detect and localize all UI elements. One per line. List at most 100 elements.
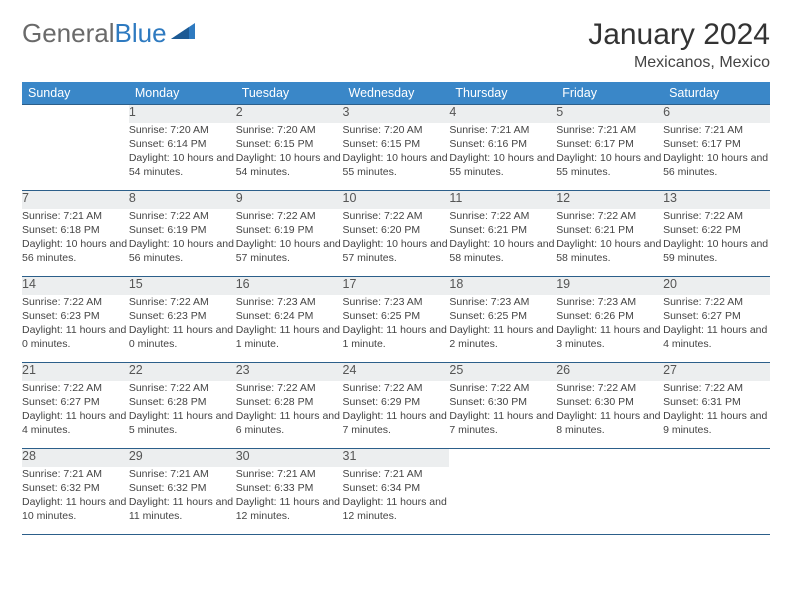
day-number-cell: 1 xyxy=(129,105,236,123)
day-content-cell: Sunrise: 7:21 AMSunset: 6:32 PMDaylight:… xyxy=(22,467,129,535)
sunset-text: Sunset: 6:15 PM xyxy=(343,137,450,151)
sunset-text: Sunset: 6:22 PM xyxy=(663,223,770,237)
sunrise-text: Sunrise: 7:22 AM xyxy=(663,295,770,309)
daylight-text: Daylight: 11 hours and 3 minutes. xyxy=(556,323,663,351)
day-number-cell: 14 xyxy=(22,277,129,295)
day-content-cell: Sunrise: 7:22 AMSunset: 6:23 PMDaylight:… xyxy=(129,295,236,363)
sunrise-text: Sunrise: 7:21 AM xyxy=(22,209,129,223)
day-number-cell: 19 xyxy=(556,277,663,295)
day-content-row: Sunrise: 7:22 AMSunset: 6:23 PMDaylight:… xyxy=(22,295,770,363)
weekday-header: Friday xyxy=(556,82,663,105)
sunrise-text: Sunrise: 7:22 AM xyxy=(663,209,770,223)
day-content-cell: Sunrise: 7:22 AMSunset: 6:28 PMDaylight:… xyxy=(129,381,236,449)
sunset-text: Sunset: 6:14 PM xyxy=(129,137,236,151)
sunset-text: Sunset: 6:25 PM xyxy=(343,309,450,323)
title-block: January 2024 Mexicanos, Mexico xyxy=(588,18,770,72)
day-content-cell xyxy=(663,467,770,535)
daylight-text: Daylight: 11 hours and 8 minutes. xyxy=(556,409,663,437)
daylight-text: Daylight: 10 hours and 57 minutes. xyxy=(343,237,450,265)
day-number-cell: 24 xyxy=(343,363,450,381)
day-number-cell: 28 xyxy=(22,449,129,467)
sunset-text: Sunset: 6:32 PM xyxy=(129,481,236,495)
day-number-cell: 9 xyxy=(236,191,343,209)
daylight-text: Daylight: 11 hours and 7 minutes. xyxy=(343,409,450,437)
day-number-cell: 5 xyxy=(556,105,663,123)
day-content-cell: Sunrise: 7:23 AMSunset: 6:26 PMDaylight:… xyxy=(556,295,663,363)
day-content-cell: Sunrise: 7:22 AMSunset: 6:30 PMDaylight:… xyxy=(449,381,556,449)
sunset-text: Sunset: 6:29 PM xyxy=(343,395,450,409)
daynum-row: 78910111213 xyxy=(22,191,770,209)
day-number-cell: 27 xyxy=(663,363,770,381)
day-content-row: Sunrise: 7:22 AMSunset: 6:27 PMDaylight:… xyxy=(22,381,770,449)
sunset-text: Sunset: 6:15 PM xyxy=(236,137,343,151)
day-content-cell: Sunrise: 7:22 AMSunset: 6:21 PMDaylight:… xyxy=(556,209,663,277)
day-content-cell: Sunrise: 7:22 AMSunset: 6:20 PMDaylight:… xyxy=(343,209,450,277)
day-content-cell: Sunrise: 7:23 AMSunset: 6:24 PMDaylight:… xyxy=(236,295,343,363)
sunset-text: Sunset: 6:23 PM xyxy=(22,309,129,323)
sunrise-text: Sunrise: 7:22 AM xyxy=(236,381,343,395)
daylight-text: Daylight: 11 hours and 9 minutes. xyxy=(663,409,770,437)
day-number-cell: 26 xyxy=(556,363,663,381)
day-content-cell: Sunrise: 7:21 AMSunset: 6:17 PMDaylight:… xyxy=(663,123,770,191)
sunrise-text: Sunrise: 7:22 AM xyxy=(556,381,663,395)
sunrise-text: Sunrise: 7:22 AM xyxy=(129,209,236,223)
day-number-cell: 22 xyxy=(129,363,236,381)
daylight-text: Daylight: 10 hours and 56 minutes. xyxy=(663,151,770,179)
day-content-cell: Sunrise: 7:22 AMSunset: 6:28 PMDaylight:… xyxy=(236,381,343,449)
day-content-cell: Sunrise: 7:22 AMSunset: 6:19 PMDaylight:… xyxy=(129,209,236,277)
daynum-row: 14151617181920 xyxy=(22,277,770,295)
sunset-text: Sunset: 6:25 PM xyxy=(449,309,556,323)
day-content-cell: Sunrise: 7:21 AMSunset: 6:32 PMDaylight:… xyxy=(129,467,236,535)
day-content-cell: Sunrise: 7:22 AMSunset: 6:22 PMDaylight:… xyxy=(663,209,770,277)
sunset-text: Sunset: 6:30 PM xyxy=(556,395,663,409)
sunrise-text: Sunrise: 7:21 AM xyxy=(556,123,663,137)
daylight-text: Daylight: 11 hours and 11 minutes. xyxy=(129,495,236,523)
day-content-cell xyxy=(22,123,129,191)
sunset-text: Sunset: 6:31 PM xyxy=(663,395,770,409)
day-content-cell: Sunrise: 7:21 AMSunset: 6:34 PMDaylight:… xyxy=(343,467,450,535)
daylight-text: Daylight: 11 hours and 2 minutes. xyxy=(449,323,556,351)
sunrise-text: Sunrise: 7:21 AM xyxy=(22,467,129,481)
sunrise-text: Sunrise: 7:23 AM xyxy=(236,295,343,309)
day-content-cell: Sunrise: 7:21 AMSunset: 6:33 PMDaylight:… xyxy=(236,467,343,535)
sunset-text: Sunset: 6:19 PM xyxy=(236,223,343,237)
sunrise-text: Sunrise: 7:21 AM xyxy=(236,467,343,481)
day-content-row: Sunrise: 7:21 AMSunset: 6:32 PMDaylight:… xyxy=(22,467,770,535)
logo-triangle-icon xyxy=(171,21,197,41)
daylight-text: Daylight: 11 hours and 12 minutes. xyxy=(236,495,343,523)
day-content-cell: Sunrise: 7:20 AMSunset: 6:15 PMDaylight:… xyxy=(343,123,450,191)
sunrise-text: Sunrise: 7:22 AM xyxy=(129,381,236,395)
sunset-text: Sunset: 6:17 PM xyxy=(663,137,770,151)
location-label: Mexicanos, Mexico xyxy=(588,54,770,72)
daylight-text: Daylight: 10 hours and 57 minutes. xyxy=(236,237,343,265)
day-number-cell: 7 xyxy=(22,191,129,209)
day-number-cell: 17 xyxy=(343,277,450,295)
daylight-text: Daylight: 10 hours and 58 minutes. xyxy=(556,237,663,265)
sunrise-text: Sunrise: 7:22 AM xyxy=(449,381,556,395)
sunrise-text: Sunrise: 7:22 AM xyxy=(556,209,663,223)
daylight-text: Daylight: 11 hours and 4 minutes. xyxy=(22,409,129,437)
day-number-cell: 23 xyxy=(236,363,343,381)
day-number-cell: 21 xyxy=(22,363,129,381)
sunset-text: Sunset: 6:32 PM xyxy=(22,481,129,495)
day-content-cell: Sunrise: 7:22 AMSunset: 6:23 PMDaylight:… xyxy=(22,295,129,363)
sunset-text: Sunset: 6:33 PM xyxy=(236,481,343,495)
day-content-cell: Sunrise: 7:22 AMSunset: 6:19 PMDaylight:… xyxy=(236,209,343,277)
day-number-cell xyxy=(22,105,129,123)
sunrise-text: Sunrise: 7:22 AM xyxy=(663,381,770,395)
day-content-cell: Sunrise: 7:22 AMSunset: 6:30 PMDaylight:… xyxy=(556,381,663,449)
day-content-cell: Sunrise: 7:23 AMSunset: 6:25 PMDaylight:… xyxy=(343,295,450,363)
day-content-cell xyxy=(556,467,663,535)
sunset-text: Sunset: 6:34 PM xyxy=(343,481,450,495)
weekday-header: Tuesday xyxy=(236,82,343,105)
sunrise-text: Sunrise: 7:23 AM xyxy=(449,295,556,309)
day-content-cell: Sunrise: 7:21 AMSunset: 6:17 PMDaylight:… xyxy=(556,123,663,191)
daynum-row: 21222324252627 xyxy=(22,363,770,381)
day-content-cell: Sunrise: 7:22 AMSunset: 6:27 PMDaylight:… xyxy=(22,381,129,449)
daylight-text: Daylight: 10 hours and 58 minutes. xyxy=(449,237,556,265)
sunrise-text: Sunrise: 7:21 AM xyxy=(343,467,450,481)
daylight-text: Daylight: 11 hours and 0 minutes. xyxy=(22,323,129,351)
daynum-row: 123456 xyxy=(22,105,770,123)
header: GeneralBlue January 2024 Mexicanos, Mexi… xyxy=(22,18,770,72)
day-content-cell: Sunrise: 7:22 AMSunset: 6:31 PMDaylight:… xyxy=(663,381,770,449)
